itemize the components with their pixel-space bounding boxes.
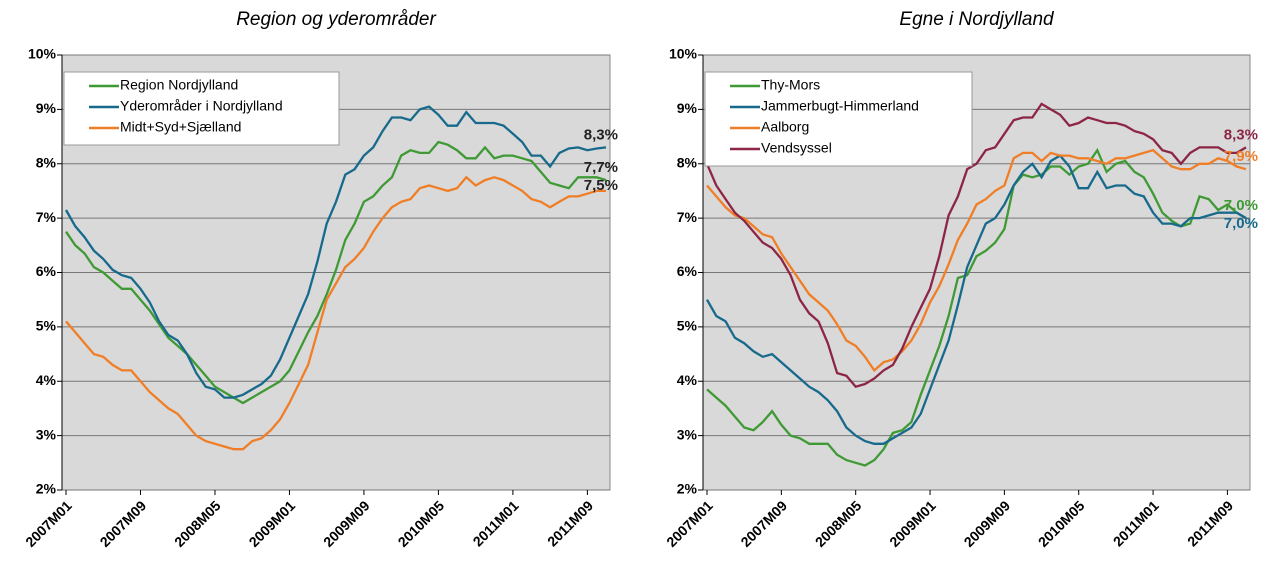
x-tick-label: 2009M09 [961,497,1014,550]
chart-title: Egne i Nordjylland [899,9,1055,30]
x-tick-label: 2011M09 [1184,497,1236,549]
x-tick-label: 2009M01 [886,497,939,550]
legend-label: Vendsyssel [761,140,832,156]
legend-label: Midt+Syd+Sjælland [120,119,241,135]
legend [63,71,340,146]
y-tick-label: 3% [36,426,57,442]
x-tick-label: 2010M05 [395,497,448,550]
legend [704,71,973,167]
x-tick-label: 2011M09 [544,497,596,549]
end-label: 8,3% [1224,126,1258,143]
y-tick-label: 9% [36,100,57,116]
legend-label: Jammerbugt-Himmerland [761,98,919,114]
end-label: 7,5% [584,177,618,194]
legend-label: Aalborg [761,119,809,135]
x-tick-label: 2008M05 [171,497,224,550]
end-label: 7,7% [584,159,618,176]
legend-label: Thy-Mors [761,77,820,93]
x-tick-label: 2007M09 [737,497,790,550]
y-tick-label: 7% [36,209,57,225]
x-tick-label: 2007M09 [97,497,150,550]
x-tick-label: 2007M01 [22,497,75,550]
chart-title: Region og yderområder [236,9,436,30]
x-tick-label: 2009M01 [246,497,299,550]
x-tick-label: 2010M05 [1035,497,1088,550]
x-tick-label: 2011M01 [470,497,522,549]
series-line [706,147,1247,467]
series-line [65,175,606,451]
legend-label: Yderområder i Nordjylland [120,98,283,114]
x-tick-label: 2008M05 [812,497,865,550]
x-tick-label: 2009M09 [320,497,373,550]
series-line [705,102,1247,389]
end-label: 7,9% [1224,148,1258,165]
end-label: 7,0% [1224,215,1258,232]
legend-label: Region Nordjylland [120,77,238,93]
series-line [65,140,607,405]
series-line [65,105,607,399]
y-tick-label: 4% [36,372,57,388]
end-label: 8,3% [584,126,618,143]
end-label: 7,0% [1224,197,1258,214]
x-tick-label: 2011M01 [1110,497,1162,549]
y-tick-label: 3% [677,426,698,442]
x-tick-label: 2007M01 [663,497,716,550]
y-tick-label: 8% [677,154,698,170]
y-tick-label: 6% [677,263,698,279]
y-tick-label: 10% [28,46,57,62]
y-tick-label: 10% [669,46,698,62]
y-tick-label: 7% [677,209,698,225]
y-tick-label: 4% [677,372,698,388]
y-tick-label: 2% [677,481,698,497]
y-tick-label: 9% [677,100,698,116]
y-tick-label: 6% [36,263,57,279]
y-tick-label: 5% [36,318,57,334]
y-tick-label: 2% [36,481,57,497]
series-line [706,148,1247,373]
y-tick-label: 5% [677,318,698,334]
y-tick-label: 8% [36,154,57,170]
series-line [706,154,1247,445]
